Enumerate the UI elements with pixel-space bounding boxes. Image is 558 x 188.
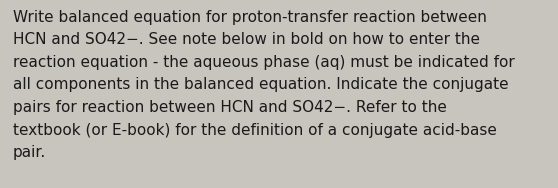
Text: textbook (or E-book) for the definition of a conjugate acid-base: textbook (or E-book) for the definition … (13, 123, 497, 137)
Text: pairs for reaction between HCN and SO42−. Refer to the: pairs for reaction between HCN and SO42−… (13, 100, 447, 115)
Text: pair.: pair. (13, 145, 46, 160)
Text: all components in the balanced equation. Indicate the conjugate: all components in the balanced equation.… (13, 77, 509, 92)
Text: reaction equation - the aqueous phase (aq) must be indicated for: reaction equation - the aqueous phase (a… (13, 55, 514, 70)
Text: HCN and SO42−. See note below in bold on how to enter the: HCN and SO42−. See note below in bold on… (13, 33, 480, 48)
Text: Write balanced equation for proton-transfer reaction between: Write balanced equation for proton-trans… (13, 10, 487, 25)
